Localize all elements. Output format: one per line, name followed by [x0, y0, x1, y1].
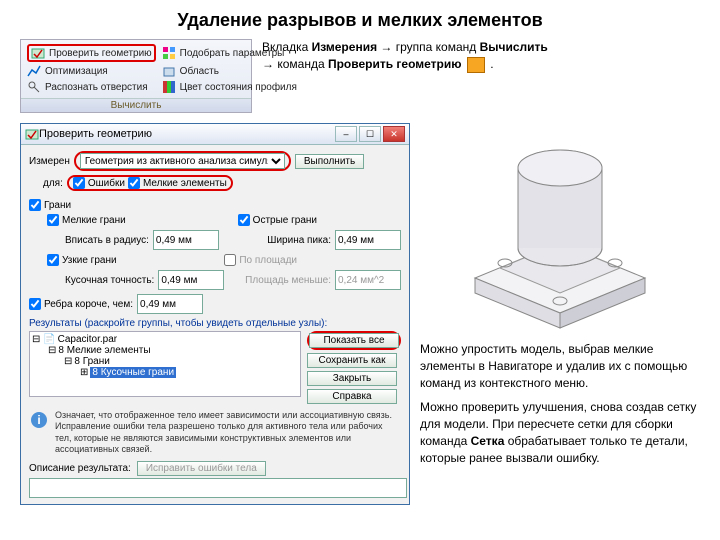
desc-label: Описание результата:: [29, 463, 131, 474]
for-label: для:: [43, 178, 63, 189]
rebra-field[interactable]: [137, 294, 203, 314]
results-label: Результаты (раскройте группы, чтобы увид…: [29, 318, 401, 329]
results-tree[interactable]: ⊟ 📄 Capacitor.par ⊟ 8 Мелкие элементы ⊟ …: [29, 331, 301, 397]
plosch-field: [335, 270, 401, 290]
svg-text:i: i: [37, 413, 40, 427]
show-all-button[interactable]: Показать все: [309, 333, 399, 348]
chk-po-ploschadi[interactable]: [224, 254, 236, 266]
ribbon-panel: Проверить геометрию Подобрать параметры …: [20, 39, 252, 113]
region-icon: [162, 64, 176, 78]
vpisat-field[interactable]: [153, 230, 219, 250]
cmd-icon: [467, 57, 485, 73]
fix-button: Исправить ошибки тела: [137, 461, 266, 476]
highlight-measure: Геометрия из активного анализа симуляции: [74, 151, 291, 171]
ribbon-check-geometry[interactable]: Проверить геометрию: [27, 44, 156, 62]
chk-errors[interactable]: [73, 177, 85, 189]
desc-field[interactable]: [29, 478, 407, 498]
help-button[interactable]: Справка: [307, 389, 397, 404]
check-geom-icon: [31, 46, 45, 60]
info-icon: i: [29, 410, 49, 430]
optimize-icon: [27, 64, 41, 78]
ribbon-footer: Вычислить: [21, 98, 251, 112]
tree-selection: 8 Кусочные грани: [90, 367, 176, 378]
page-title: Удаление разрывов и мелких элементов: [20, 10, 700, 31]
chk-ostrye-grani[interactable]: [238, 214, 250, 226]
ribbon-profile-color[interactable]: Цвет состояния профиля: [162, 80, 297, 94]
run-button[interactable]: Выполнить: [295, 154, 364, 169]
close-dlg-button[interactable]: Закрыть: [307, 371, 397, 386]
detect-holes-icon: [27, 80, 41, 94]
dlg-title: Проверить геометрию: [39, 128, 333, 140]
chk-rebra[interactable]: [29, 298, 41, 310]
highlight-showall: Показать все: [307, 331, 401, 350]
chk-grani[interactable]: [29, 199, 41, 211]
intro-text: Вкладка Измерения → группа команд Вычисл…: [262, 39, 700, 73]
save-as-button[interactable]: Сохранить как: [307, 353, 397, 368]
kusoch-field[interactable]: [158, 270, 224, 290]
measure-label: Измерен: [29, 156, 70, 167]
shirina-field[interactable]: [335, 230, 401, 250]
close-button[interactable]: ✕: [383, 126, 405, 142]
chk-melkie-grani[interactable]: [47, 214, 59, 226]
note-block: i Означает, что отображенное тело имеет …: [29, 410, 401, 455]
model-preview: [445, 123, 675, 333]
ribbon-optimize[interactable]: Оптимизация: [27, 64, 156, 78]
check-geometry-dialog: Проверить геометрию – ☐ ✕ Измерен Геомет…: [20, 123, 410, 505]
min-button[interactable]: –: [335, 126, 357, 142]
ribbon-detect-holes[interactable]: Распознать отверстия: [27, 80, 156, 94]
fit-params-icon: [162, 46, 176, 60]
max-button[interactable]: ☐: [359, 126, 381, 142]
profile-color-icon: [162, 80, 176, 94]
highlight-for: Ошибки Мелкие элементы: [67, 175, 233, 191]
measure-select[interactable]: Геометрия из активного анализа симуляции: [80, 153, 285, 169]
chk-uzkie-grani[interactable]: [47, 254, 59, 266]
dlg-icon: [25, 127, 39, 141]
body-text: Можно упростить модель, выбрав мелкие эл…: [420, 341, 700, 475]
chk-small[interactable]: [128, 177, 140, 189]
